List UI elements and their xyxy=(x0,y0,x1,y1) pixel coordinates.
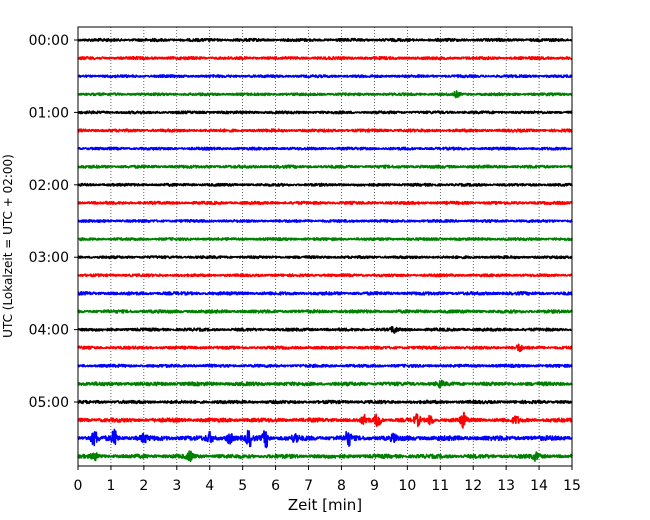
x-tick-label: 1 xyxy=(106,478,115,494)
x-tick-label: 4 xyxy=(205,478,214,494)
trace-line xyxy=(77,411,573,429)
x-tick-label: 13 xyxy=(497,478,515,494)
trace-line xyxy=(77,200,573,206)
trace-line xyxy=(77,291,573,296)
x-tick-label: 10 xyxy=(398,478,416,494)
y-tick-label: 00:00 xyxy=(29,33,69,49)
y-tick-label: 02:00 xyxy=(29,178,69,194)
trace-line xyxy=(77,128,573,133)
plot-frame xyxy=(77,26,573,467)
x-tick-label: 11 xyxy=(431,478,449,494)
x-tick-label: 6 xyxy=(271,478,280,494)
trace-line xyxy=(77,363,573,369)
trace-line xyxy=(77,399,573,405)
y-axis-label: UTC (Lokalzeit = UTC + 02:00) xyxy=(1,154,15,338)
trace-line xyxy=(77,428,573,449)
trace-line xyxy=(77,146,573,151)
trace-line xyxy=(77,110,573,115)
x-tick-label: 8 xyxy=(337,478,346,494)
y-tick-label: 04:00 xyxy=(29,323,69,339)
trace-line xyxy=(77,343,573,353)
y-tick-label: 01:00 xyxy=(29,105,69,121)
trace-line xyxy=(77,237,573,242)
trace-line xyxy=(77,90,573,99)
grid-lines xyxy=(110,27,540,466)
trace-line xyxy=(77,164,573,169)
x-tick-label: 5 xyxy=(238,478,247,494)
x-tick-label: 7 xyxy=(304,478,313,494)
trace-line xyxy=(77,273,573,278)
x-tick-label: 3 xyxy=(172,478,181,494)
x-tick-label: 12 xyxy=(464,478,482,494)
trace-group xyxy=(77,37,573,463)
trace-line xyxy=(77,182,573,187)
trace-line xyxy=(77,325,573,334)
trace-line xyxy=(77,55,573,61)
x-tick-label: 9 xyxy=(370,478,379,494)
trace-line xyxy=(77,309,573,314)
x-axis-label: Zeit [min] xyxy=(288,496,362,514)
trace-line xyxy=(77,450,573,463)
trace-line xyxy=(77,218,573,224)
y-tick-label: 03:00 xyxy=(29,250,69,266)
x-axis: 0 1 2 3 4 5 6 7 8 9 10 11 12 13 14 15 xyxy=(74,466,581,494)
trace-line xyxy=(77,379,573,389)
x-tick-label: 14 xyxy=(530,478,548,494)
y-axis: 00:00 01:00 02:00 03:00 04:00 05:00 xyxy=(29,33,78,411)
x-tick-label: 2 xyxy=(139,478,148,494)
trace-line xyxy=(77,255,573,260)
y-tick-label: 05:00 xyxy=(29,395,69,411)
x-tick-label: 15 xyxy=(563,478,581,494)
trace-line xyxy=(77,37,573,43)
trace-line xyxy=(77,74,573,79)
x-tick-label: 0 xyxy=(74,478,83,494)
